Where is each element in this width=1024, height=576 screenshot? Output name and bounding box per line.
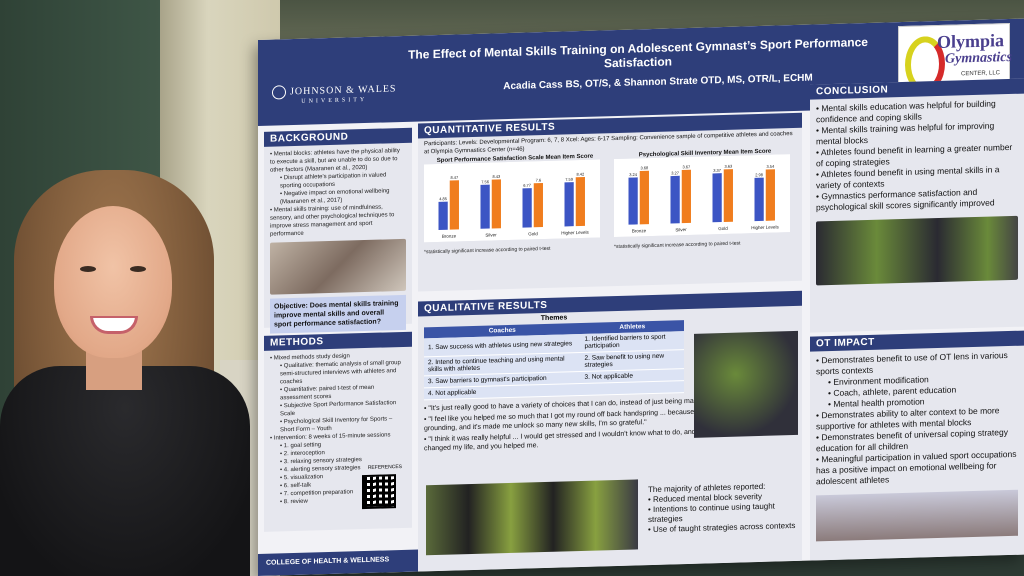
smile	[90, 316, 138, 334]
majority-summary: The majority of athletes reported: Reduc…	[648, 481, 798, 535]
data-label: 3.27	[671, 170, 680, 175]
data-label: 3.37	[713, 168, 722, 173]
data-label: 3.68	[640, 165, 649, 170]
chart-footnote: *statistically significant increase acco…	[614, 240, 741, 251]
poster-authors: Acadia Cass BS, OT/S, & Shannon Strate O…	[503, 72, 813, 93]
bar-posttest-gold	[723, 169, 733, 222]
category-label: Silver	[675, 227, 687, 232]
bar-posttest-higher-levels	[765, 169, 775, 221]
themes-table: Coaches Athletes 1. Saw success with ath…	[424, 320, 684, 400]
team-lineup-photo	[426, 479, 638, 556]
chart-footnote: *statistically significant increase acco…	[424, 245, 551, 256]
poster-title: The Effect of Mental Skills Training on …	[408, 34, 868, 71]
category-label: Silver	[485, 232, 497, 237]
data-label: 7.59	[565, 177, 574, 182]
poster-footer: COLLEGE OF HEALTH & WELLNESS	[258, 549, 418, 576]
data-label: 2.98	[755, 172, 764, 177]
gymnasts-group-photo	[694, 330, 798, 438]
objective-box: Objective: Does mental skills training i…	[270, 294, 406, 334]
data-label: 8.43	[492, 174, 501, 179]
bar-pretest-silver	[670, 175, 680, 224]
data-label: 3.54	[766, 164, 775, 169]
methods-section: METHODS Mixed methods study design Quali…	[264, 331, 412, 532]
data-label: 8.47	[450, 175, 459, 180]
bar-pretest-higher-levels	[564, 182, 574, 227]
list-item: Meaningful participation in valued sport…	[816, 449, 1018, 488]
data-label: 8.42	[576, 172, 585, 177]
references-label: REFERENCES	[367, 463, 402, 471]
presenter-person	[0, 170, 250, 576]
chart-background	[614, 154, 790, 238]
group-photo	[816, 489, 1018, 542]
data-label: 4.85	[439, 196, 448, 201]
data-label: 3.63	[724, 164, 733, 169]
list-item: Gymnastics performance satisfaction and …	[816, 186, 1018, 214]
list-item: Mental skills training: use of mindfulne…	[270, 203, 406, 239]
data-label: 6.77	[523, 183, 532, 188]
research-poster: The Effect of Mental Skills Training on …	[258, 18, 1024, 576]
bar-pretest-gold	[522, 188, 532, 228]
bar-pretest-higher-levels	[754, 177, 764, 222]
university-logo: JOHNSON & WALES UNIVERSITY	[272, 82, 397, 105]
training-photo	[270, 238, 406, 295]
bar-posttest-gold	[533, 182, 543, 228]
quantitative-section: QUANTITATIVE RESULTS Participants: Level…	[418, 112, 802, 292]
bar-posttest-bronze	[639, 170, 649, 225]
black-top	[0, 366, 250, 576]
category-label: Bronze	[442, 233, 457, 238]
category-label: Gold	[718, 226, 728, 231]
data-label: 7.56	[481, 179, 490, 184]
team-photo	[816, 215, 1018, 286]
bar-pretest-bronze	[438, 201, 448, 230]
bar-pretest-silver	[480, 184, 490, 229]
bar-pretest-gold	[712, 173, 722, 223]
data-label: 7.6	[536, 177, 542, 182]
university-seal-icon	[272, 85, 286, 100]
right-eye	[130, 266, 146, 272]
ot-impact-section: OT IMPACT Demonstrates benefit to use of…	[810, 330, 1024, 561]
bar-posttest-higher-levels	[575, 177, 585, 227]
qr-code-icon[interactable]	[362, 474, 396, 510]
data-label: 3.67	[682, 164, 691, 169]
bar-pretest-bronze	[628, 177, 638, 225]
bar-posttest-silver	[681, 169, 691, 224]
data-label: 3.24	[629, 172, 638, 177]
chart-background	[424, 159, 600, 243]
category-label: Higher Levels	[561, 230, 589, 236]
category-label: Bronze	[632, 228, 647, 233]
category-label: Gold	[528, 231, 538, 236]
qualitative-section: QUALITATIVE RESULTS Themes Coaches Athle…	[418, 290, 802, 572]
background-section: BACKGROUND Mental blocks: athletes have …	[264, 127, 412, 334]
face	[54, 206, 172, 358]
psych-skill-chart: 3.243.68 Bronze 3.273.67 Silver 3.373.63 Gold…	[614, 154, 790, 238]
sport-satisfaction-chart: 4.85 8.47 Bronze 7.568.43 Silver 6.77 7.6 Gold 7…	[424, 159, 600, 243]
category-label: Higher Levels	[751, 224, 779, 230]
left-eye	[80, 266, 96, 272]
bar-posttest-bronze	[449, 180, 459, 230]
bar-posttest-silver	[491, 179, 501, 229]
conclusion-section: CONCLUSION Mental skills education was h…	[810, 78, 1024, 333]
